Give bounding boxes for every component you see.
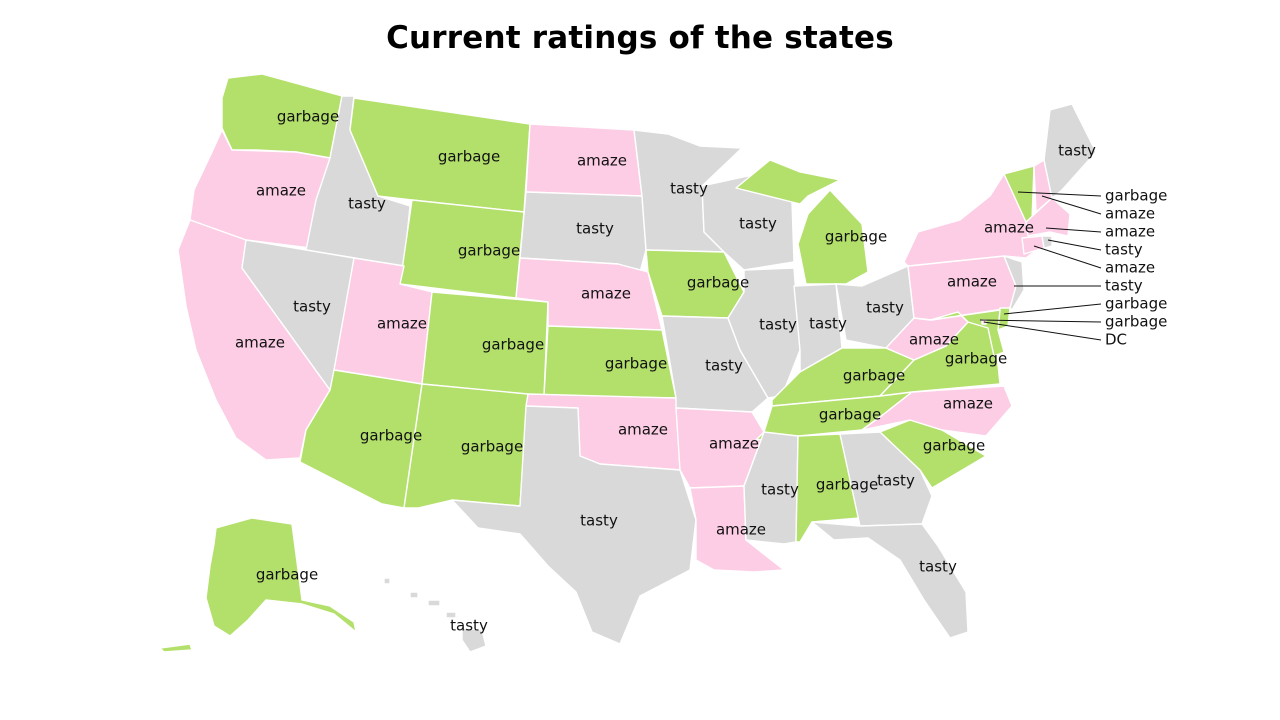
- label-wisconsin: tasty: [739, 215, 777, 233]
- label-oklahoma: amaze: [618, 421, 668, 439]
- label-california: amaze: [235, 334, 285, 352]
- label-kentucky: garbage: [843, 367, 905, 385]
- label-georgia: tasty: [877, 472, 915, 490]
- state-connecticut: [1021, 235, 1045, 255]
- label-west-virginia: amaze: [909, 331, 959, 349]
- label-missouri: tasty: [705, 357, 743, 375]
- callout-connecticut: amaze: [1105, 259, 1155, 277]
- state-florida: [811, 521, 969, 639]
- label-kansas: garbage: [605, 355, 667, 373]
- label-hawaii: tasty: [450, 617, 488, 635]
- callout-new-jersey: tasty: [1105, 277, 1143, 295]
- state-massachusetts: [1025, 197, 1071, 237]
- label-south-carolina: garbage: [923, 437, 985, 455]
- callout-rhode-island: tasty: [1105, 241, 1143, 259]
- map-title: Current ratings of the states: [386, 20, 894, 56]
- label-arizona: garbage: [360, 427, 422, 445]
- label-alaska: garbage: [256, 566, 318, 584]
- leader-connecticut: [1033, 245, 1102, 269]
- label-virginia: garbage: [945, 350, 1007, 368]
- state-hawaii: [383, 577, 487, 653]
- label-north-carolina: amaze: [943, 395, 993, 413]
- label-colorado: garbage: [482, 336, 544, 354]
- label-idaho: tasty: [348, 195, 386, 213]
- label-south-dakota: tasty: [576, 220, 614, 238]
- leader-rhode-island: [1047, 239, 1102, 251]
- state-north-carolina: [861, 385, 1013, 437]
- label-wyoming: garbage: [458, 242, 520, 260]
- leader-maryland: [979, 319, 1102, 323]
- leader-delaware: [1003, 303, 1102, 315]
- label-florida: tasty: [919, 558, 957, 576]
- state-michigan: [735, 159, 869, 285]
- label-montana: garbage: [438, 148, 500, 166]
- label-maine: tasty: [1058, 142, 1096, 160]
- label-texas: tasty: [580, 512, 618, 530]
- label-new-mexico: garbage: [461, 438, 523, 456]
- label-mississippi: tasty: [761, 481, 799, 499]
- northeast-callouts: garbage amaze amaze tasty amaze tasty ga…: [979, 187, 1167, 349]
- label-nevada: tasty: [293, 298, 331, 316]
- label-utah: amaze: [377, 315, 427, 333]
- state-shapes: [159, 73, 1097, 653]
- state-alaska: [159, 517, 357, 653]
- leader-vermont: [1017, 191, 1102, 197]
- label-iowa: garbage: [687, 274, 749, 292]
- label-tennessee: garbage: [819, 406, 881, 424]
- label-alabama: garbage: [816, 476, 878, 494]
- callout-dc: DC: [1105, 331, 1127, 349]
- callout-maryland: garbage: [1105, 313, 1167, 331]
- label-louisiana: amaze: [716, 521, 766, 539]
- callout-delaware: garbage: [1105, 295, 1167, 313]
- state-labels: garbage amaze amaze tasty tasty garbage …: [235, 108, 1096, 635]
- label-michigan: garbage: [825, 228, 887, 246]
- label-nebraska: amaze: [581, 285, 631, 303]
- callout-new-hampshire: amaze: [1105, 205, 1155, 223]
- state-texas: [451, 405, 697, 645]
- label-washington: garbage: [277, 108, 339, 126]
- label-arkansas: amaze: [709, 435, 759, 453]
- label-oregon: amaze: [256, 182, 306, 200]
- leader-massachusetts: [1045, 227, 1102, 233]
- callout-vermont: garbage: [1105, 187, 1167, 205]
- label-pennsylvania: amaze: [947, 273, 997, 291]
- label-north-dakota: amaze: [577, 152, 627, 170]
- label-new-york: amaze: [984, 219, 1034, 237]
- label-minnesota: tasty: [670, 180, 708, 198]
- state-oregon: [189, 129, 331, 249]
- callout-massachusetts: amaze: [1105, 223, 1155, 241]
- label-indiana: tasty: [809, 315, 847, 333]
- leader-dc: [983, 321, 1102, 341]
- leader-new-hampshire: [1041, 195, 1102, 215]
- label-ohio: tasty: [866, 299, 904, 317]
- label-illinois: tasty: [759, 316, 797, 334]
